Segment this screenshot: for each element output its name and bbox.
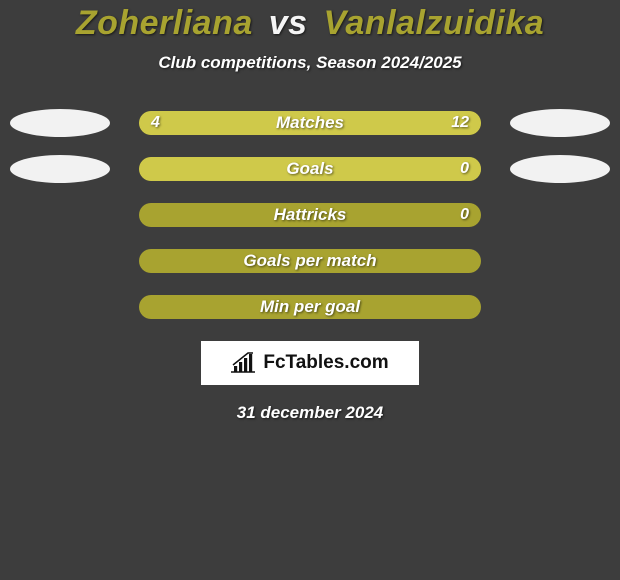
player1-name: Zoherliana: [76, 4, 253, 42]
stat-row: 4 12 Matches: [0, 111, 620, 135]
source-logo: FcTables.com: [201, 341, 419, 385]
stat-bar-fill-right: [225, 111, 482, 135]
stat-bar: 0 Goals: [139, 157, 481, 181]
stat-value-right: 0: [460, 206, 469, 224]
stat-row: Goals per match: [0, 249, 620, 273]
comparison-infographic: Zoherliana vs Vanlalzuidika Club competi…: [0, 0, 620, 423]
player1-photo-placeholder: [10, 155, 110, 183]
stat-value-left: 4: [151, 114, 160, 132]
stat-bar: 0 Hattricks: [139, 203, 481, 227]
stat-label: Goals per match: [243, 251, 376, 271]
source-logo-text: FcTables.com: [263, 352, 388, 374]
stat-bar: 4 12 Matches: [139, 111, 481, 135]
player1-photo-placeholder: [10, 109, 110, 137]
stat-row: Min per goal: [0, 295, 620, 319]
stats-list: 4 12 Matches 0 Goals 0 Hattricks Goals per matc…: [0, 111, 620, 319]
date-text: 31 december 2024: [0, 403, 620, 423]
stat-row: 0 Goals: [0, 157, 620, 181]
player2-photo-placeholder: [510, 109, 610, 137]
stat-value-right: 0: [460, 160, 469, 178]
stat-row: 0 Hattricks: [0, 203, 620, 227]
stat-label: Matches: [276, 113, 344, 133]
chart-icon: [231, 352, 257, 374]
stat-bar: Min per goal: [139, 295, 481, 319]
vs-text: vs: [269, 4, 308, 42]
stat-label: Min per goal: [260, 297, 360, 317]
stat-value-right: 12: [451, 114, 469, 132]
stat-bar: Goals per match: [139, 249, 481, 273]
subtitle: Club competitions, Season 2024/2025: [0, 53, 620, 73]
page-title: Zoherliana vs Vanlalzuidika: [0, 4, 620, 43]
stat-label: Goals: [286, 159, 333, 179]
stat-label: Hattricks: [274, 205, 347, 225]
player2-photo-placeholder: [510, 155, 610, 183]
player2-name: Vanlalzuidika: [324, 4, 545, 42]
